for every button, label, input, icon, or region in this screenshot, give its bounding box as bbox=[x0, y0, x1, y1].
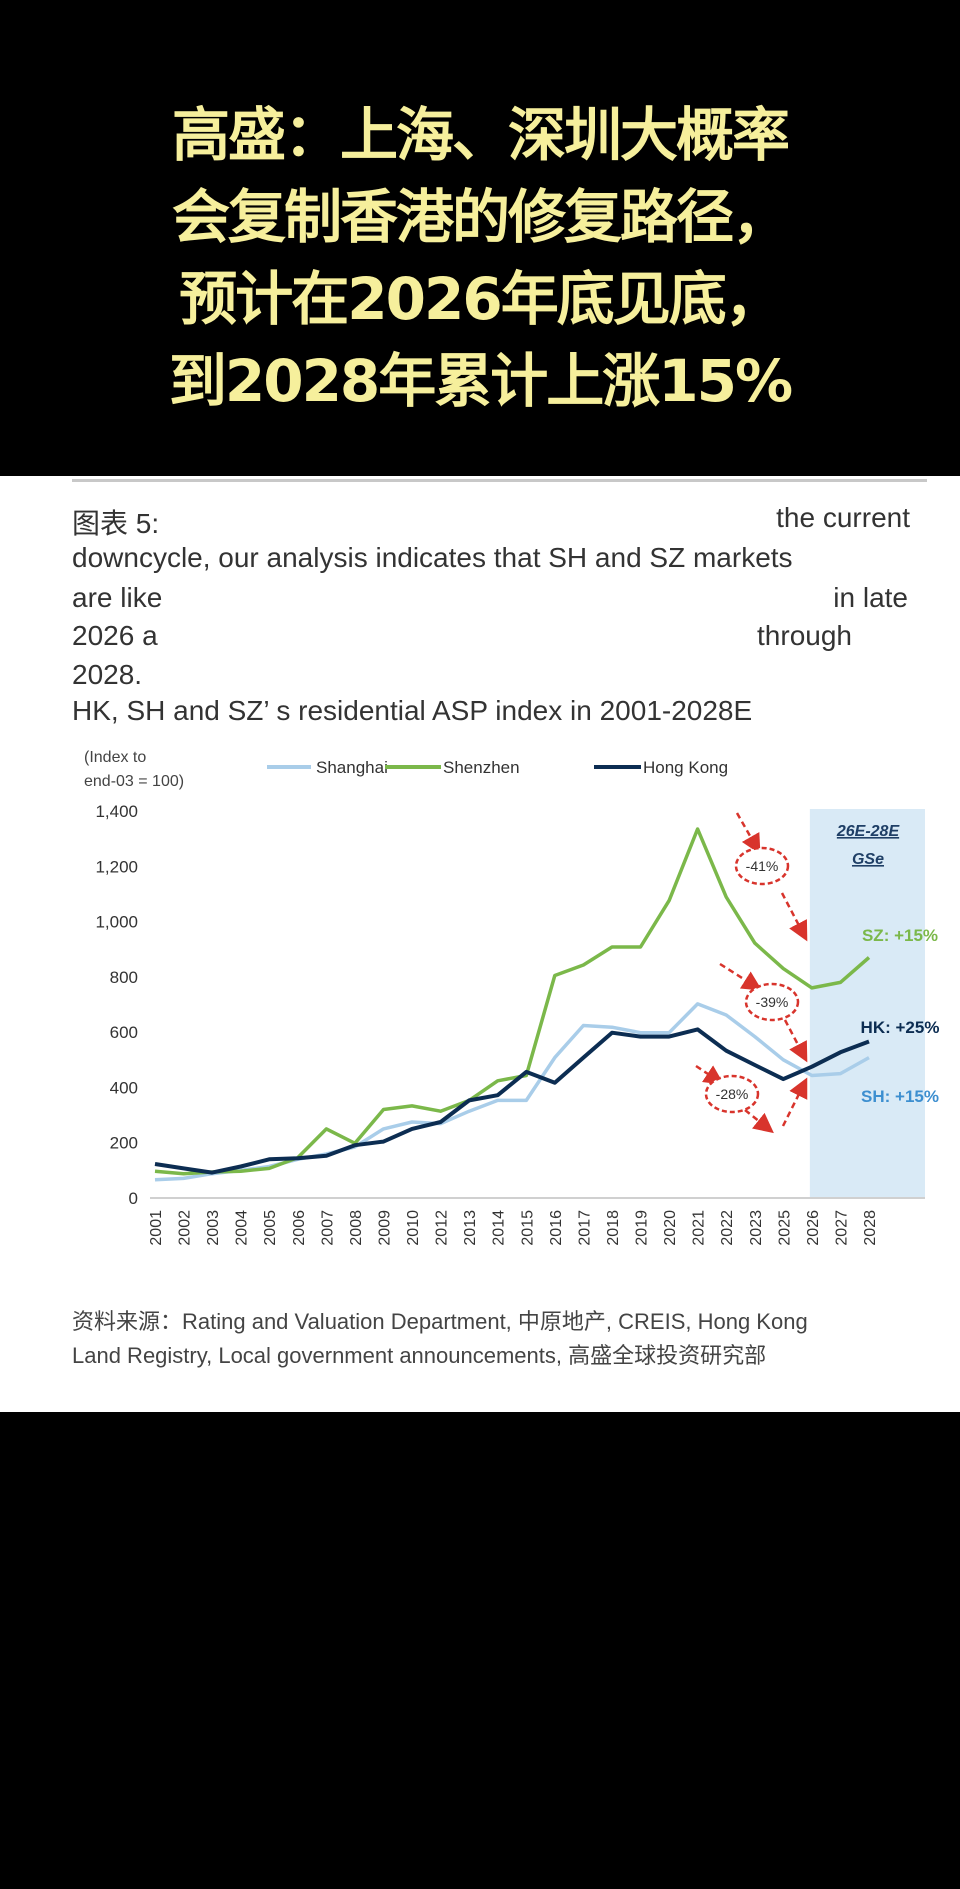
x-tick-label: 2010 bbox=[405, 1210, 422, 1246]
x-tick-label: 2009 bbox=[376, 1210, 393, 1246]
headline-line: 高盛：上海、深圳大概率 bbox=[167, 96, 795, 174]
growth-label: HK: +25% bbox=[861, 1018, 940, 1037]
decline-ellipse bbox=[734, 846, 790, 886]
y-tick-label: 0 bbox=[129, 1189, 138, 1208]
source-line: Land Registry, Local government announce… bbox=[72, 1343, 767, 1368]
paragraph-line: 图表 5: bbox=[72, 508, 160, 539]
x-tick-label: 2021 bbox=[691, 1210, 708, 1246]
x-tick-label: 2017 bbox=[576, 1210, 593, 1246]
paragraph-line: 2028. bbox=[72, 659, 143, 690]
headline-line: 会复制香港的修复路径， bbox=[167, 178, 795, 256]
x-tick-label: 2002 bbox=[177, 1210, 194, 1246]
growth-label: SH: +15% bbox=[861, 1087, 939, 1106]
report-page bbox=[0, 476, 960, 1412]
x-tick-label: 2025 bbox=[776, 1210, 793, 1246]
x-tick-label: 2016 bbox=[548, 1210, 565, 1246]
arrow-annotation bbox=[719, 962, 763, 991]
x-tick-label: 2022 bbox=[719, 1210, 736, 1246]
x-tick-label: 2028 bbox=[862, 1210, 879, 1246]
decline-label: -39% bbox=[756, 994, 789, 1010]
x-tick-label: 2012 bbox=[434, 1210, 451, 1246]
series-line-hong-kong bbox=[154, 1027, 870, 1175]
x-tick-label: 2007 bbox=[319, 1210, 336, 1246]
x-tick-label: 2027 bbox=[833, 1210, 850, 1246]
divider bbox=[72, 479, 927, 482]
x-tick-label: 2023 bbox=[748, 1210, 765, 1246]
y-tick-label: 400 bbox=[110, 1078, 138, 1097]
arrow-annotation bbox=[780, 892, 808, 942]
x-tick-label: 2020 bbox=[662, 1210, 679, 1246]
series-line-shanghai bbox=[154, 1002, 870, 1182]
y-tick-label: 1,000 bbox=[95, 913, 138, 932]
y-axis-label: end-03 = 100) bbox=[84, 773, 184, 790]
x-tick-label: 2004 bbox=[234, 1210, 251, 1246]
x-tick-label: 2026 bbox=[805, 1210, 822, 1246]
x-tick-label: 2014 bbox=[491, 1210, 508, 1246]
x-tick-label: 2015 bbox=[519, 1210, 536, 1246]
x-tick-label: 2013 bbox=[462, 1210, 479, 1246]
arrow-annotation bbox=[744, 1109, 774, 1134]
x-tick-label: 2001 bbox=[148, 1210, 165, 1246]
arrow-annotation bbox=[735, 812, 761, 855]
decline-ellipse bbox=[704, 1074, 760, 1114]
decline-ellipse bbox=[744, 982, 800, 1022]
x-tick-label: 2006 bbox=[291, 1210, 308, 1246]
paragraph-line: the current bbox=[776, 502, 910, 533]
forecast-label: 26E-28E bbox=[836, 823, 901, 840]
y-tick-label: 600 bbox=[110, 1023, 138, 1042]
y-tick-label: 800 bbox=[110, 968, 138, 987]
paragraph-line: downcycle, our analysis indicates that S… bbox=[72, 542, 793, 573]
series-line-shenzhen bbox=[154, 827, 871, 1176]
paragraph-line: through bbox=[757, 620, 852, 651]
x-tick-label: 2003 bbox=[205, 1210, 222, 1246]
forecast-region bbox=[809, 809, 925, 1198]
decline-label: -41% bbox=[746, 858, 779, 874]
paragraph-line: 2026 a bbox=[72, 620, 158, 651]
legend-label: Shenzhen bbox=[443, 758, 520, 777]
arrow-annotation bbox=[783, 1019, 808, 1063]
headline-line: 到2028年累计上涨15% bbox=[164, 342, 798, 420]
headline-line: 预计在2026年底见底， bbox=[174, 260, 787, 338]
paragraph-line: are like bbox=[72, 582, 163, 613]
x-tick-label: 2005 bbox=[262, 1210, 279, 1246]
arrow-annotation bbox=[781, 1077, 808, 1127]
y-tick-label: 200 bbox=[110, 1134, 138, 1153]
growth-label: SZ: +15% bbox=[862, 926, 938, 945]
chart-subtitle: HK, SH and SZ’ s residential ASP index i… bbox=[72, 695, 753, 726]
forecast-label: GSe bbox=[852, 851, 884, 868]
y-tick-label: 1,400 bbox=[95, 802, 138, 821]
decline-label: -28% bbox=[716, 1086, 749, 1102]
source-line: 资料来源：Rating and Valuation Department, 中原… bbox=[72, 1309, 808, 1334]
y-axis-label: (Index to bbox=[84, 749, 146, 766]
price-index-chart: 26E-28E GSe 0 200 400 600 800 1,000 1,200 1,400 20… bbox=[84, 749, 940, 1246]
x-tick-label: 2008 bbox=[348, 1210, 365, 1246]
legend-label: Hong Kong bbox=[643, 758, 728, 777]
x-tick-label: 2019 bbox=[634, 1210, 651, 1246]
arrow-annotation bbox=[695, 1064, 725, 1085]
legend-label: Shanghai bbox=[316, 758, 388, 777]
y-tick-label: 1,200 bbox=[95, 857, 138, 876]
x-tick-label: 2018 bbox=[605, 1210, 622, 1246]
paragraph-line: in late bbox=[833, 582, 908, 613]
